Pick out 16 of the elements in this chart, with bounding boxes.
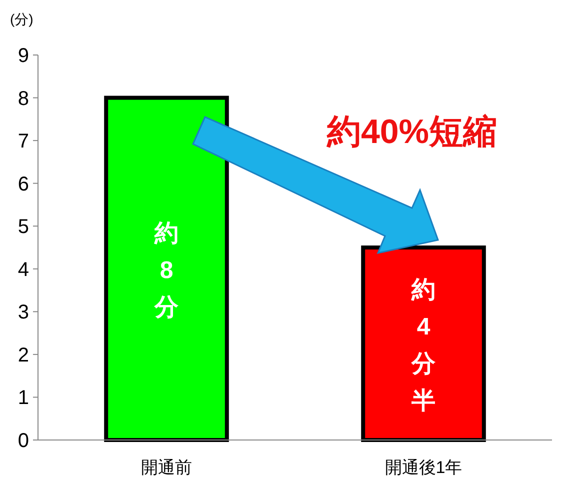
y-tick-label: 5 [18,216,29,238]
y-tick-label: 3 [18,302,29,324]
y-tick-label: 7 [18,130,29,153]
data-label: 約4分半 [410,276,436,414]
data-label: 約8分 [154,220,180,321]
y-tick-label: 2 [18,344,29,366]
y-tick-label: 4 [18,258,29,281]
x-tick-label: 開通前 [141,458,192,477]
y-tick-label: 8 [18,88,29,110]
y-tick-label: 9 [18,45,29,67]
y-tick-label: 0 [18,430,29,452]
y-tick-label: 6 [18,173,29,196]
x-tick-label: 開通後1年 [384,458,462,477]
annotation: 約40%短縮 [326,113,498,151]
y-tick-label: 1 [18,387,29,410]
y-axis-title: (分) [10,11,34,27]
